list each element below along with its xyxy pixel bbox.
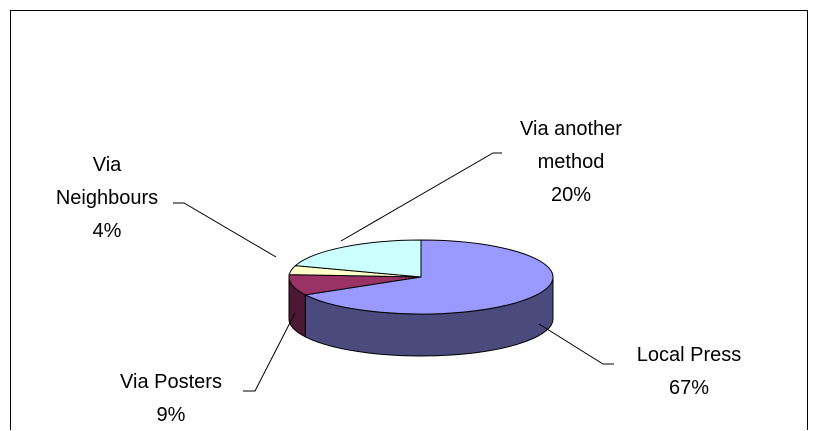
pie-slice-local-press <box>303 239 554 315</box>
slice-label-via-another-method-line2: method <box>538 151 605 173</box>
slice-label-via-neighbours-line1: Via <box>93 154 122 176</box>
slice-label-local-press: Local Press <box>637 344 742 366</box>
leader-line-via-neighbours <box>173 202 277 258</box>
pie-slice-via-another-method <box>294 239 422 278</box>
slice-label-via-another-method-line1: Via another <box>520 118 622 140</box>
data-labels: Local Press 67% Via Posters 9% Via Neigh… <box>56 118 741 426</box>
leader-line-via-posters <box>243 312 296 392</box>
slice-percent-via-neighbours: 4% <box>93 220 122 242</box>
chart-area: Local Press 67% Via Posters 9% Via Neigh… <box>10 10 808 430</box>
slice-percent-via-another-method: 20% <box>551 184 591 206</box>
slice-percent-local-press: 67% <box>669 377 709 399</box>
pie-slice-tops <box>288 239 554 315</box>
leader-line-via-another-method <box>340 152 502 242</box>
slice-label-via-posters: Via Posters <box>120 371 222 393</box>
leader-line-local-press <box>538 323 614 365</box>
leader-lines <box>173 152 614 392</box>
pie-chart: Local Press 67% Via Posters 9% Via Neigh… <box>56 118 741 426</box>
slice-label-via-neighbours-line2: Neighbours <box>56 187 158 209</box>
slice-percent-via-posters: 9% <box>157 404 186 426</box>
